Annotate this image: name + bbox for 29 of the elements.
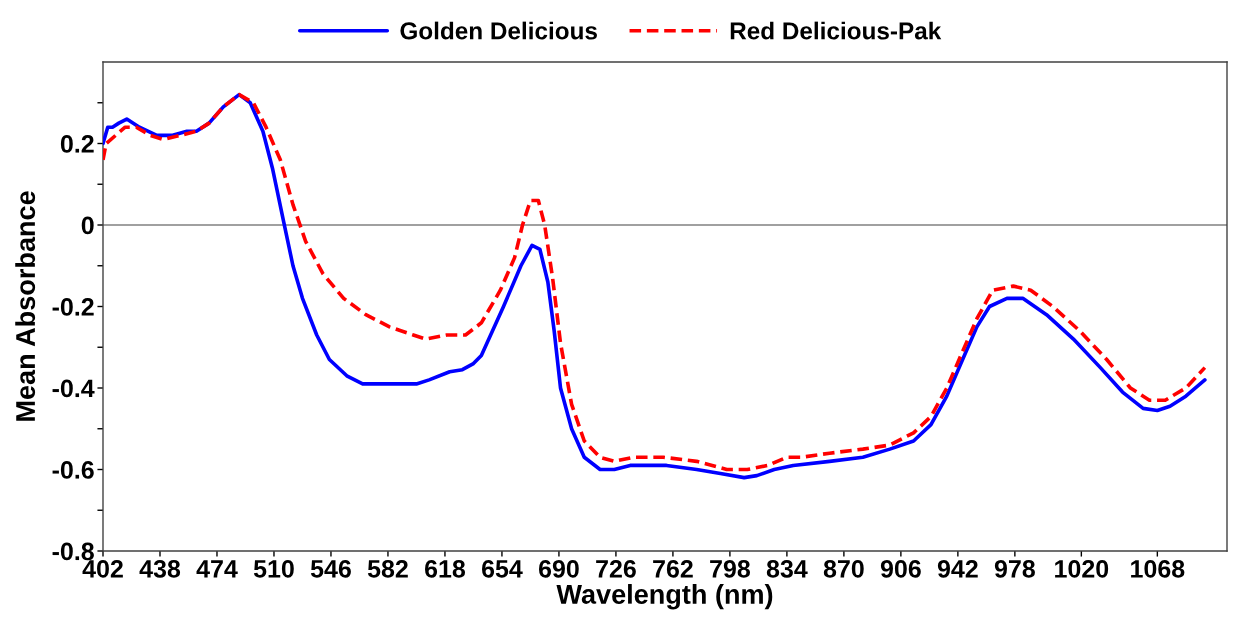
y-tick-label: -0.8 <box>52 542 94 561</box>
x-axis-title: Wavelength (nm) <box>556 584 773 610</box>
x-tick-label: 438 <box>139 559 181 578</box>
x-tick-label: 762 <box>653 559 693 578</box>
y-axis-title: Mean Absorbance <box>15 191 36 421</box>
x-tick-label: 1068 <box>1131 559 1185 578</box>
x-tick-label: 474 <box>196 560 238 578</box>
legend-label: Golden Delicious <box>400 21 597 40</box>
x-tick-label: 582 <box>367 559 408 578</box>
y-tick-label: 0.2 <box>60 135 94 153</box>
x-tick-label: 870 <box>823 559 864 578</box>
y-tick-label: -0.6 <box>52 461 94 479</box>
x-tick-label: 690 <box>538 559 579 578</box>
x-tick-label: 906 <box>880 559 921 578</box>
x-tick-label: 834 <box>766 559 808 578</box>
legend-label: Red Delicious-Pak <box>730 21 942 40</box>
x-tick-label: 978 <box>994 559 1035 578</box>
x-tick-label: 726 <box>596 559 636 578</box>
x-tick-label: 942 <box>937 559 978 578</box>
x-tick-label: 798 <box>710 559 750 578</box>
y-tick-label: 0 <box>81 216 94 235</box>
x-tick-label: 618 <box>425 559 466 578</box>
y-tick-label: -0.2 <box>52 298 94 316</box>
x-tick-label: 510 <box>253 559 294 578</box>
x-tick-label: 1020 <box>1055 559 1109 578</box>
x-tick-label: 402 <box>82 559 123 578</box>
y-tick-label: -0.4 <box>52 379 95 398</box>
x-tick-label: 654 <box>482 559 523 578</box>
x-tick-label: 546 <box>310 559 351 578</box>
